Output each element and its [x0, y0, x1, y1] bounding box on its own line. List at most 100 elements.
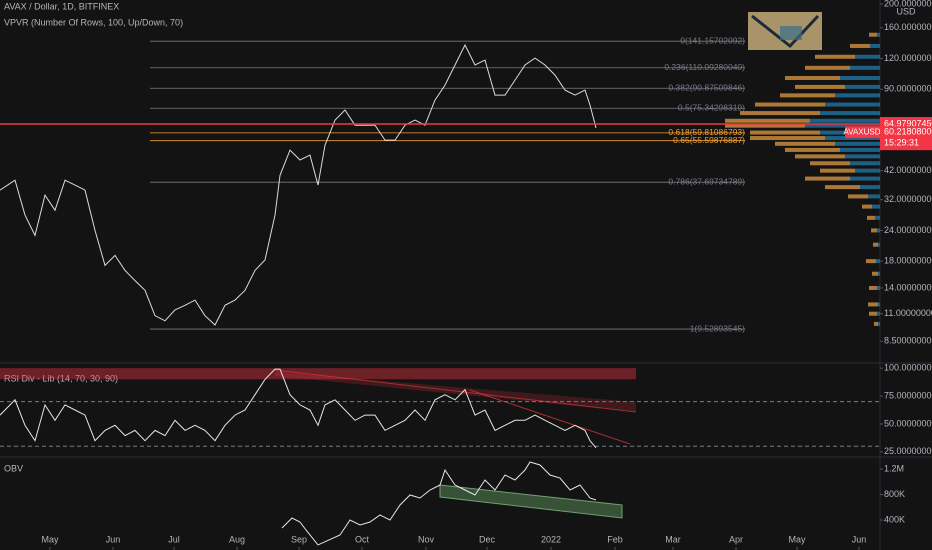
profile-down — [740, 111, 820, 116]
profile-up — [877, 32, 880, 37]
profile-up — [805, 123, 880, 128]
x-tick-label: Oct — [355, 534, 370, 544]
profile-up — [835, 141, 880, 146]
profile-up — [850, 161, 880, 166]
profile-up — [878, 271, 880, 276]
fib-label: 0.5(75.34298319) — [678, 102, 745, 112]
y-tick-label: 11.00000000 — [884, 308, 932, 318]
profile-down — [785, 76, 840, 81]
profile-down — [785, 147, 840, 152]
x-tick-label: Nov — [418, 534, 435, 544]
x-tick-label: 2022 — [541, 534, 561, 544]
fib-label: 0(141.15702092) — [680, 35, 745, 45]
overbought-band — [0, 368, 636, 380]
profile-up — [876, 259, 880, 264]
profile-up — [810, 118, 880, 123]
chart-title: AVAX / Dollar, 1D, BITFINEX — [4, 1, 119, 11]
y-tick-label: 24.00000000 — [884, 225, 932, 235]
thumbnail — [748, 12, 822, 50]
profile-up — [870, 43, 880, 48]
y-tick-label: 8.50000000 — [884, 336, 932, 346]
profile-up — [878, 242, 880, 247]
profile-up — [835, 93, 880, 98]
profile-down — [810, 161, 850, 166]
last-price-label: 64.97907450 — [884, 118, 932, 128]
profile-down — [848, 194, 868, 199]
y-tick-label: 90.00000000 — [884, 84, 932, 94]
fib-label: 0.236(110.09280040) — [664, 62, 745, 72]
y-tick-label: 42.00000000 — [884, 165, 932, 175]
y-tick-label: 100.00000000 — [884, 363, 932, 373]
profile-up — [850, 176, 880, 181]
y-tick-label: 1.2M — [884, 463, 904, 473]
profile-down — [820, 168, 855, 173]
profile-down — [780, 93, 835, 98]
fib-label: 0.618(59.81086793) — [668, 127, 745, 137]
profile-down — [862, 204, 872, 209]
y-tick-label: 25.00000000 — [884, 446, 932, 456]
x-tick-label: Apr — [729, 534, 743, 544]
y-tick-label: 400K — [884, 514, 905, 524]
series-line — [0, 368, 597, 449]
x-tick-label: Jun — [852, 534, 867, 544]
indicator-title: VPVR (Number Of Rows, 100, Up/Down, 70) — [4, 17, 183, 27]
x-tick-label: Feb — [607, 534, 623, 544]
rsi-divergence — [274, 369, 637, 445]
fib-label: 0.65(55.59876887) — [673, 135, 745, 145]
y-tick-label: 14.00000000 — [884, 282, 932, 292]
profile-up — [868, 194, 880, 199]
profile-down — [795, 84, 845, 89]
x-tick-label: Mar — [665, 534, 681, 544]
profile-down — [825, 185, 860, 190]
y-tick-label: 200.00000000 — [884, 0, 932, 8]
x-tick-label: May — [41, 534, 59, 544]
y-tick-label: 800K — [884, 489, 905, 499]
profile-down — [805, 176, 850, 181]
profile-up — [845, 154, 880, 159]
profile-up — [840, 76, 880, 81]
x-tick-label: Aug — [229, 534, 245, 544]
profile-up — [855, 54, 880, 59]
profile-up — [825, 102, 880, 107]
profile-down — [872, 271, 878, 276]
profile-down — [868, 302, 878, 307]
y-tick-label: 32.00000000 — [884, 194, 932, 204]
y-tick-label: 160.00000000 — [884, 22, 932, 32]
x-tick-label: Jul — [168, 534, 180, 544]
symbol-tag: AVAXUSD — [843, 127, 880, 136]
rsi-title: RSI Div - Lib (14, 70, 30, 90) — [4, 373, 118, 383]
x-tick-label: Dec — [479, 534, 496, 544]
profile-down — [869, 285, 877, 290]
profile-down — [725, 123, 805, 128]
x-tick-label: Sep — [291, 534, 307, 544]
profile-up — [860, 185, 880, 190]
profile-up — [855, 168, 880, 173]
profile-up — [875, 215, 880, 220]
price-label: 60.21808000 — [884, 127, 932, 137]
profile-up — [845, 84, 880, 89]
profile-up — [850, 65, 880, 70]
fib-label: 0.786(37.69734789) — [668, 176, 745, 186]
profile-up — [877, 285, 880, 290]
profile-down — [866, 259, 876, 264]
series-line — [281, 461, 597, 546]
profile-down — [775, 141, 835, 146]
profile-down — [874, 321, 878, 326]
profile-down — [815, 54, 855, 59]
profile-down — [750, 130, 820, 135]
x-tick-label: May — [788, 534, 806, 544]
profile-down — [805, 65, 850, 70]
profile-down — [873, 242, 878, 247]
profile-down — [795, 154, 845, 159]
pane — [0, 368, 880, 449]
profile-down — [755, 102, 825, 107]
profile-up — [878, 321, 880, 326]
series-line — [0, 43, 597, 326]
profile-up — [878, 302, 880, 307]
axis-unit: USD — [896, 6, 916, 16]
profile-down — [871, 228, 877, 233]
profile-up — [840, 147, 880, 152]
obv-title: OBV — [4, 463, 23, 473]
